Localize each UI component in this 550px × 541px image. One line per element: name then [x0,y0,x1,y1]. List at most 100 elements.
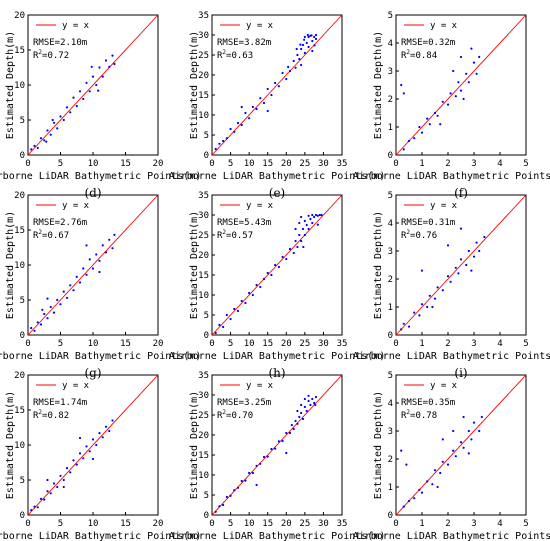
x-tick-label: 15 [262,159,273,169]
data-point [449,92,452,95]
panel-label: (i) [454,366,467,380]
data-point [240,123,243,127]
r2-text: R2=0.63 [217,49,253,61]
y-axis-title: Estimated Depth(m) [5,391,16,499]
data-point [214,331,217,335]
data-point [98,432,101,435]
r2-superscript: 2 [406,49,410,56]
x-tick-label: 1 [419,519,424,529]
data-point [413,497,416,500]
x-tick-label: 0 [209,519,214,529]
data-point [402,148,405,151]
data-point [104,425,108,428]
x-tick-label: 10 [88,159,99,169]
data-point [475,241,478,244]
y-tick-label: 5 [388,191,393,201]
data-point [300,47,303,51]
data-point [420,131,424,134]
data-point [95,443,98,447]
data-point [78,452,82,455]
data-point [452,429,455,433]
data-point [300,239,303,243]
y-axis-title: Estimated Depth(m) [373,391,384,499]
x-tick-label: 4 [497,159,502,169]
x-tick-label: 3 [471,339,476,349]
r2-value: =0.78 [410,411,437,421]
y-tick-label: 2 [388,455,393,465]
x-tick-label: 15 [120,159,131,169]
data-point [229,317,232,321]
data-point [111,419,114,422]
rmse-text: RMSE=2.10m [33,38,87,48]
y-tick-label: 15 [198,451,209,461]
y-tick-label: 5 [20,476,25,486]
r2-value: =0.63 [226,51,253,61]
x-tick-label: 15 [120,519,131,529]
data-point [436,485,439,489]
data-point [78,436,82,440]
data-point [277,265,280,269]
data-point [229,127,232,131]
data-point [56,127,59,130]
y-tick-label: 5 [20,116,25,126]
r2-letter: R [33,411,39,421]
data-point [62,478,65,482]
x-tick-label: 3 [471,519,476,529]
data-point [311,49,314,53]
data-point [405,463,408,466]
plot-frame [211,14,343,156]
x-tick-label: 0 [209,159,214,169]
x-tick-label: 30 [318,339,329,349]
y-tick-label: 15 [198,271,209,281]
data-point [441,438,444,441]
data-point [244,301,247,305]
data-point [296,245,299,249]
data-point [251,293,254,297]
x-tick-label: 10 [244,159,255,169]
data-point [288,69,292,73]
reference-line-y-equals-x [27,194,159,336]
data-point [98,270,101,274]
y-tick-label: 3 [388,247,393,257]
x-tick-label: 0 [393,339,398,349]
data-point [303,405,306,409]
data-point [277,440,280,443]
data-point [470,438,473,441]
y-tick-label: 4 [388,399,393,409]
reference-line-y-equals-x [211,14,343,156]
rmse-text: RMSE=3.82m [217,38,271,48]
y-tick-label: 25 [198,51,209,61]
data-point [69,111,72,114]
y-tick-label: 5 [388,11,393,21]
x-tick-label: 20 [153,159,164,169]
y-tick-label: 20 [14,371,25,381]
y-tick-label: 4 [388,219,393,229]
panel-label: (e) [269,186,285,200]
y-tick-label: 4 [388,39,393,49]
y-tick-label: 5 [204,131,209,141]
r2-letter: R [217,51,223,61]
data-point [33,144,36,147]
data-point [436,114,439,117]
data-point [248,291,251,295]
data-point [85,81,88,84]
r2-value: =0.57 [226,231,253,241]
data-point [225,495,228,499]
data-point [313,35,316,39]
data-point [95,253,98,256]
data-point [292,427,295,431]
x-tick-label: 10 [244,339,255,349]
data-point [255,107,258,111]
data-point [90,65,93,68]
r2-text: R2=0.57 [217,229,253,241]
legend-label: y = x [430,381,458,391]
data-point [449,280,452,283]
data-point [306,33,309,37]
y-tick-label: 0 [204,511,209,521]
data-point [303,397,306,401]
data-point [229,494,232,497]
data-point [274,263,277,267]
x-axis-title: Airborne LiDAR Bathymetric Points(m) [353,351,550,362]
data-point [240,105,243,109]
